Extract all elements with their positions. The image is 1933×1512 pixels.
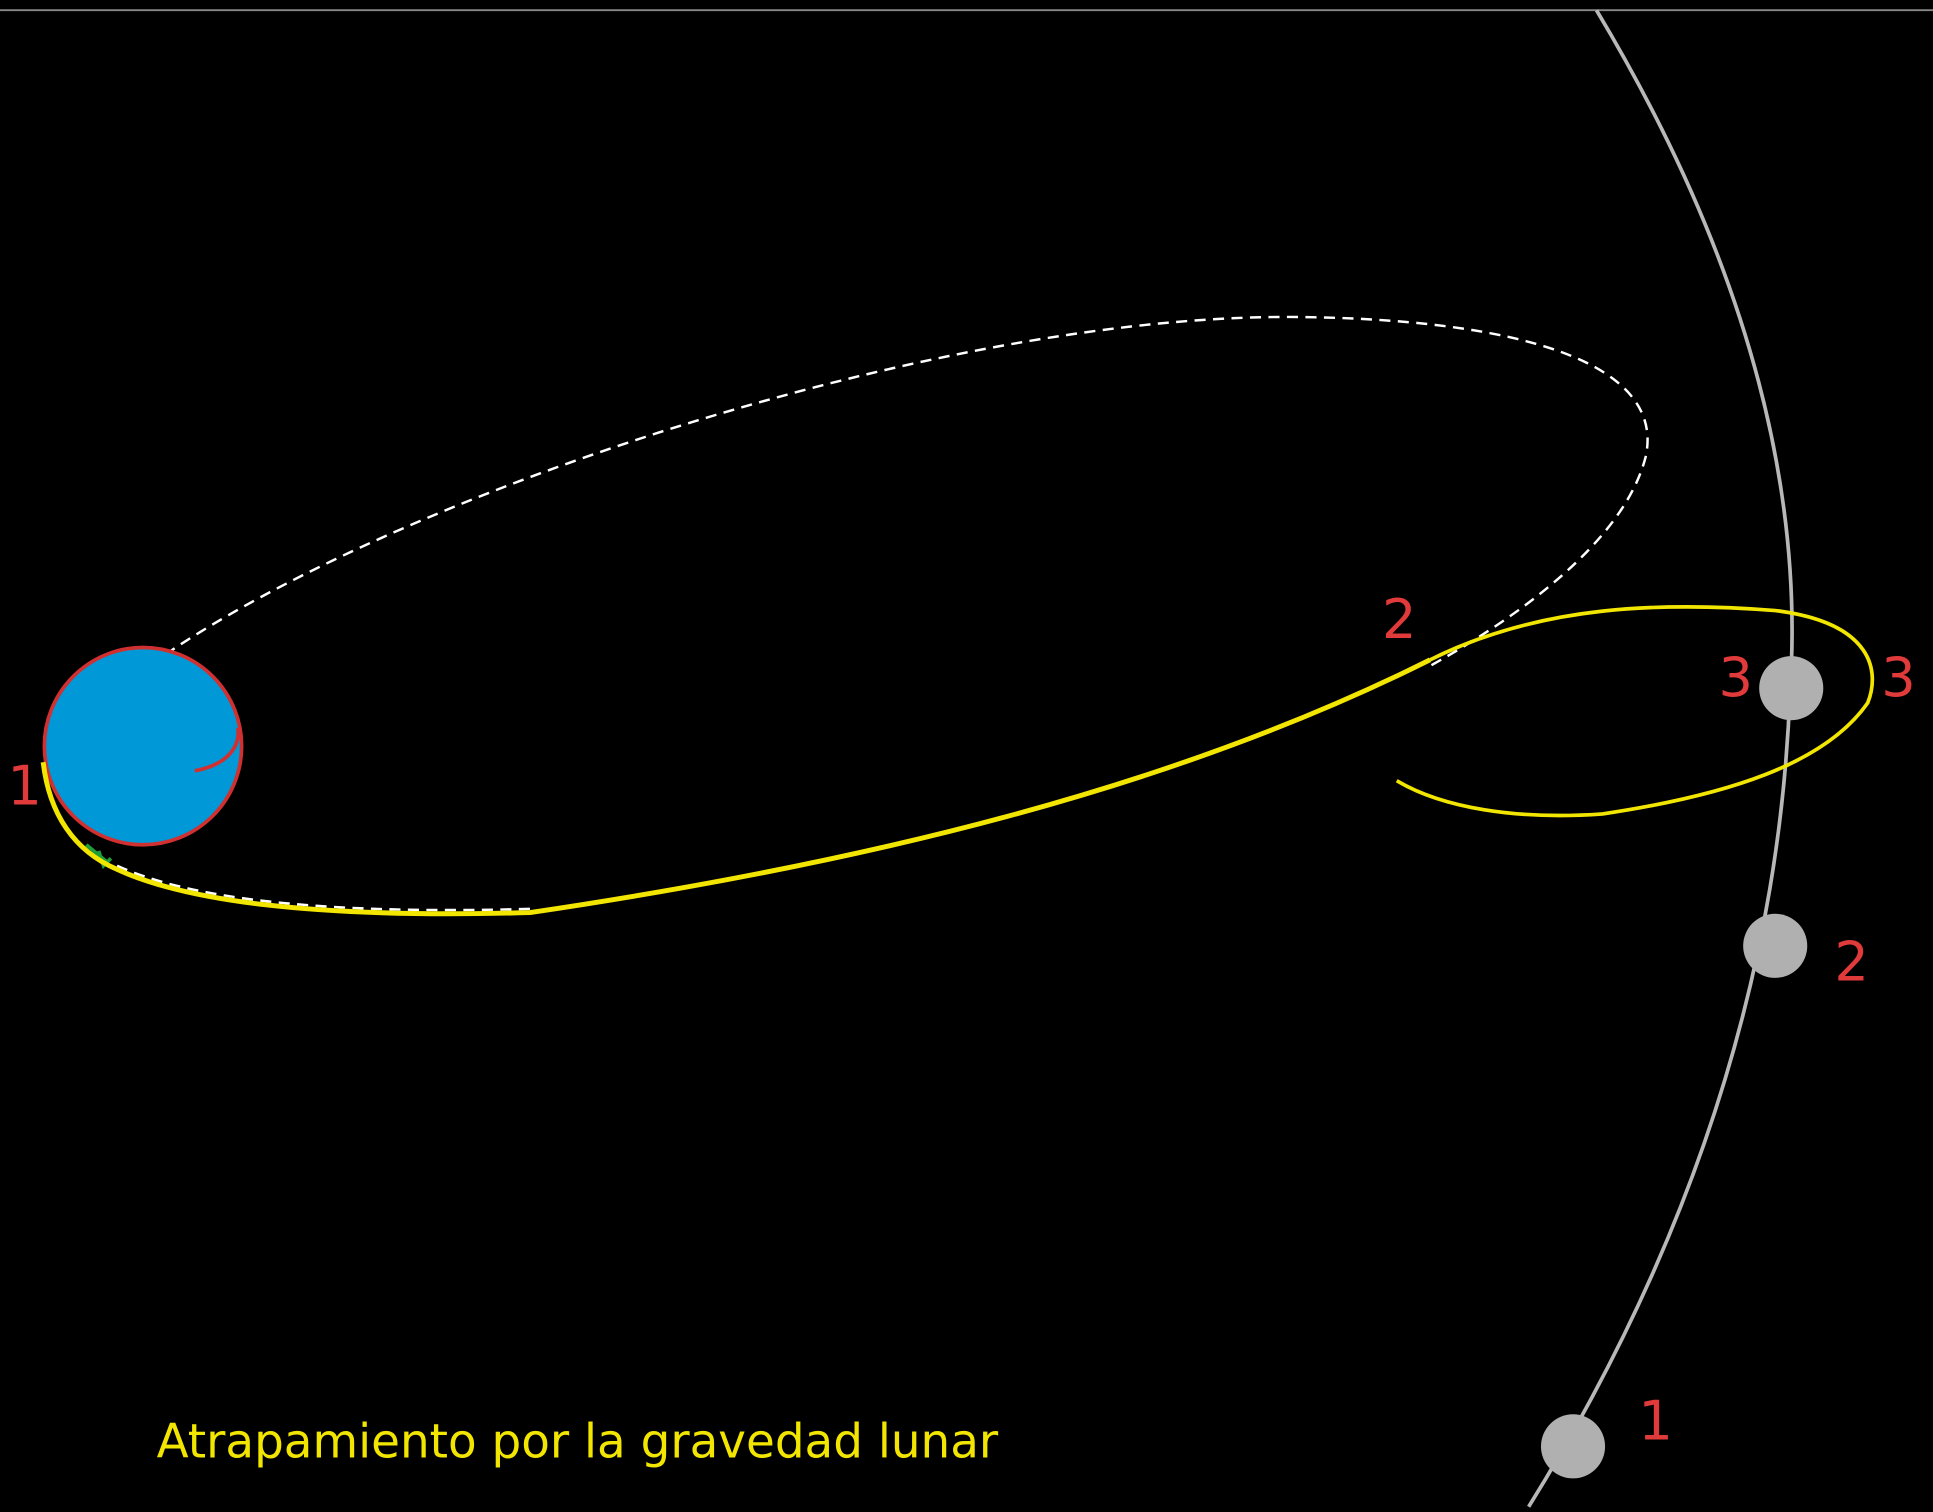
moon (1743, 914, 1807, 978)
moon (1759, 656, 1823, 720)
spacecraft-label: 3 (1881, 646, 1916, 709)
moon-label: 2 (1834, 931, 1869, 994)
spacecraft-label: 1 (7, 754, 42, 817)
diagram: 1 2 3 1 2 3 Atrapamiento por la gravedad… (0, 0, 1933, 1512)
background (0, 0, 1933, 1511)
earth (44, 648, 241, 845)
spacecraft-label: 2 (1382, 588, 1417, 651)
caption: Atrapamiento por la gravedad lunar (157, 1416, 999, 1470)
moon-label: 3 (1718, 646, 1753, 709)
moon-label: 1 (1638, 1389, 1673, 1452)
moon (1541, 1414, 1605, 1478)
